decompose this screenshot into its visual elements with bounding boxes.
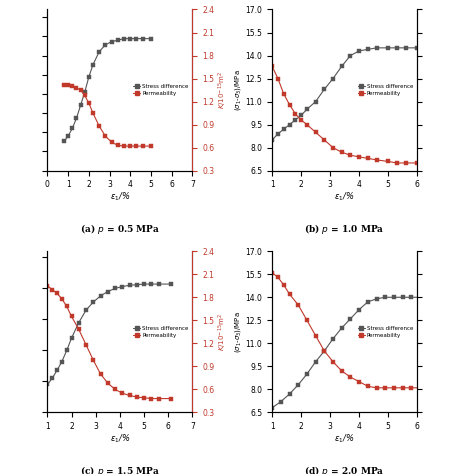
Text: (d) $p$ = 2.0 MPa: (d) $p$ = 2.0 MPa: [304, 464, 385, 474]
X-axis label: $\varepsilon_1$/%: $\varepsilon_1$/%: [334, 191, 355, 203]
Legend: Stress difference, Permeability: Stress difference, Permeability: [132, 325, 190, 339]
Y-axis label: $K$/10$^{-15}$m$^2$: $K$/10$^{-15}$m$^2$: [217, 71, 229, 109]
Legend: Stress difference, Permeability: Stress difference, Permeability: [357, 83, 414, 97]
Text: (a) $p$ = 0.5 MPa: (a) $p$ = 0.5 MPa: [80, 222, 160, 236]
Y-axis label: ($\sigma_1$-$\sigma_3$)/MPa: ($\sigma_1$-$\sigma_3$)/MPa: [233, 69, 243, 111]
Legend: Stress difference, Permeability: Stress difference, Permeability: [357, 325, 414, 339]
Legend: Stress difference, Permeability: Stress difference, Permeability: [132, 83, 190, 97]
X-axis label: $\varepsilon_1$/%: $\varepsilon_1$/%: [109, 191, 130, 203]
Text: (b) $p$ = 1.0 MPa: (b) $p$ = 1.0 MPa: [304, 222, 385, 236]
X-axis label: $\varepsilon_1$/%: $\varepsilon_1$/%: [109, 432, 130, 445]
Y-axis label: ($\sigma_1$-$\sigma_3$)/MPa: ($\sigma_1$-$\sigma_3$)/MPa: [233, 311, 243, 353]
Y-axis label: $K$/10$^{-15}$m$^2$: $K$/10$^{-15}$m$^2$: [217, 313, 229, 351]
X-axis label: $\varepsilon_1$/%: $\varepsilon_1$/%: [334, 432, 355, 445]
Text: (c) $p$ = 1.5 MPa: (c) $p$ = 1.5 MPa: [80, 464, 160, 474]
